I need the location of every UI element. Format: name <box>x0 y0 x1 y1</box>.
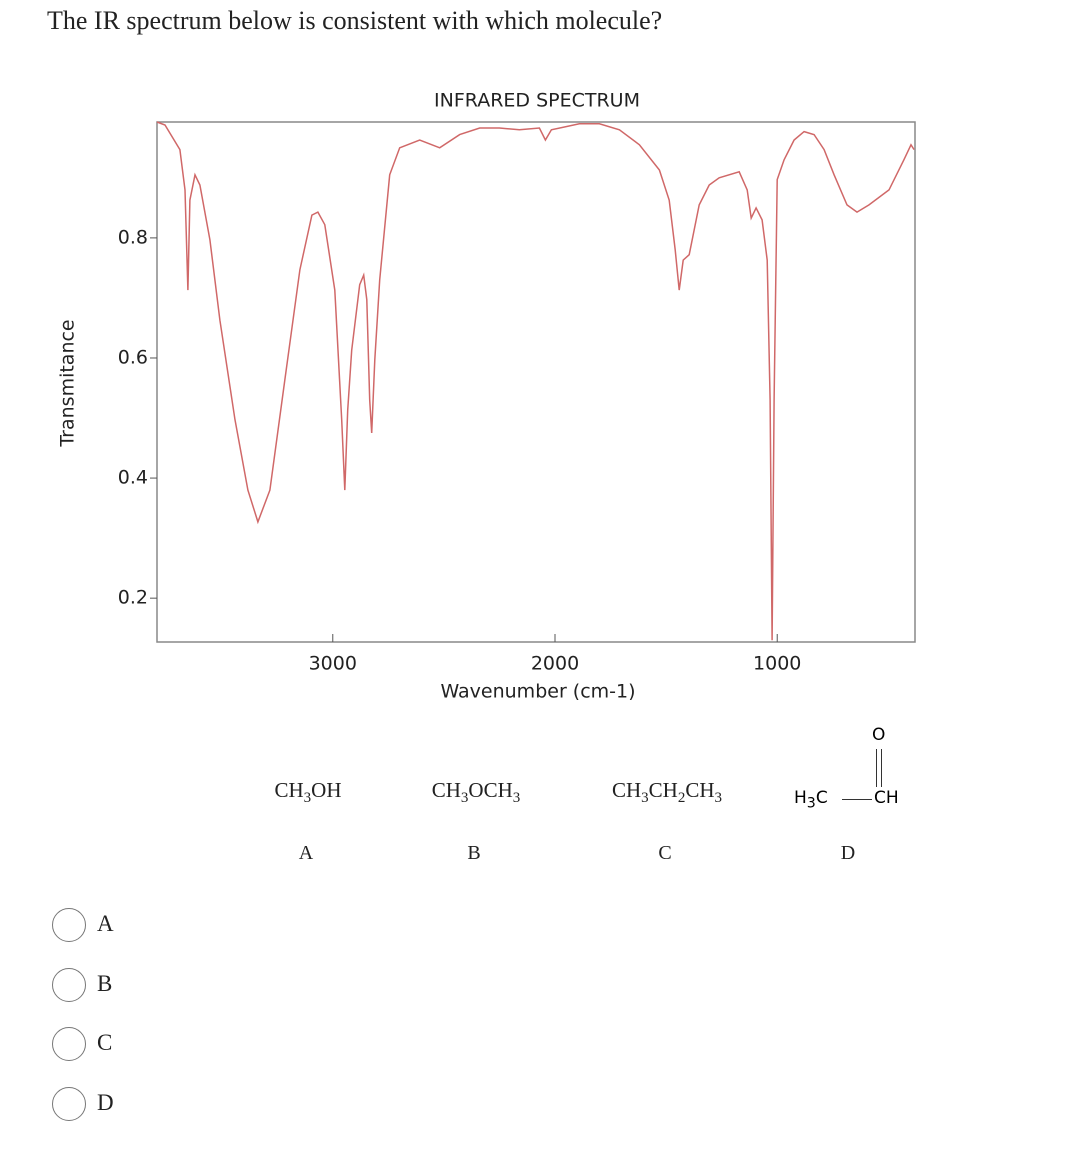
y-tick-label: 0.8 <box>118 226 148 248</box>
option-label: C <box>97 1030 113 1055</box>
subscript: 3 <box>460 790 469 807</box>
chart: INFRARED SPECTRUM Wavenumber (cm-1) Tran… <box>57 90 916 701</box>
formula: CH3CH2CH3 <box>612 778 722 807</box>
subscript: 3 <box>806 795 816 812</box>
x-tick-label: 2000 <box>531 653 579 675</box>
structure-left: H3C <box>794 788 828 811</box>
chart-title: INFRARED SPECTRUM <box>434 90 640 112</box>
structure: H3C O CH <box>790 725 920 815</box>
radio-button[interactable] <box>52 908 86 942</box>
question: The IR spectrum below is consistent with… <box>47 6 663 35</box>
spectrum-line <box>156 121 915 641</box>
formula-part: OH <box>311 778 342 802</box>
y-tick-label: 0.6 <box>118 346 148 368</box>
x-tick-label: 1000 <box>753 653 801 675</box>
option-label: A <box>97 911 114 936</box>
plot-frame <box>156 121 916 643</box>
subscript: 3 <box>641 790 649 807</box>
molecule-label: A <box>298 842 314 864</box>
formula: CH3OH <box>274 778 341 807</box>
radio-button[interactable] <box>52 967 86 1002</box>
double-bond <box>876 749 882 787</box>
molecule-label: C <box>658 842 672 864</box>
option-label: B <box>97 970 113 996</box>
subscript: 2 <box>677 790 686 807</box>
y-axis-label: Transmitance <box>57 319 79 447</box>
radio-button[interactable] <box>52 1086 86 1121</box>
formula-part: CH <box>648 778 678 802</box>
option-label: D <box>97 1089 114 1115</box>
formula-part: CH <box>611 778 642 802</box>
structure-right: CH <box>874 788 899 808</box>
molecule-label: D <box>840 842 856 864</box>
x-axis-label: Wavenumber (cm-1) <box>440 681 635 701</box>
subscript: 3 <box>714 790 723 807</box>
formula-part: CH <box>685 778 715 802</box>
formula-part: C <box>815 788 828 808</box>
structure-top: O <box>872 725 886 745</box>
formula-part: OCH <box>468 778 513 802</box>
subscript: 3 <box>512 790 521 807</box>
formula-part: CH <box>274 778 304 802</box>
formula-part: CH <box>431 778 461 802</box>
bond <box>842 799 872 800</box>
y-tick-label: 0.4 <box>118 467 148 489</box>
formula: CH3OCH3 <box>432 778 521 807</box>
y-tick-label: 0.2 <box>118 587 148 609</box>
radio-button[interactable] <box>52 1027 86 1061</box>
formula-part: H <box>794 788 807 808</box>
x-tick-label: 3000 <box>309 653 357 675</box>
molecule-label: B <box>467 842 481 864</box>
subscript: 3 <box>303 790 312 807</box>
